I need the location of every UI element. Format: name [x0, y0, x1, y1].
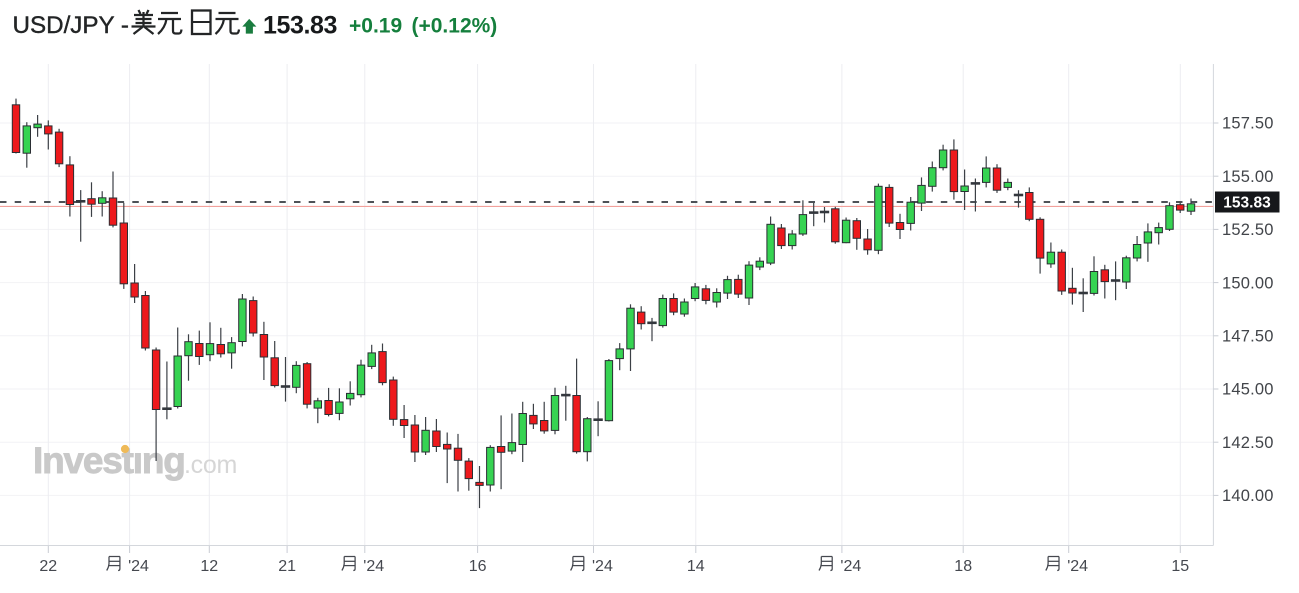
svg-text:152.50: 152.50: [1222, 221, 1274, 239]
svg-text:'24: '24: [592, 558, 613, 575]
svg-text:153.83: 153.83: [1223, 195, 1271, 212]
svg-text:153.83: 153.83: [263, 12, 337, 40]
svg-text:.com: .com: [184, 451, 237, 479]
svg-text:147.50: 147.50: [1222, 328, 1274, 346]
svg-text:12: 12: [200, 558, 218, 575]
svg-text:21: 21: [278, 558, 296, 575]
svg-text:'24: '24: [1067, 558, 1088, 575]
svg-text:157.50: 157.50: [1222, 115, 1274, 133]
svg-text:14: 14: [687, 558, 705, 575]
svg-text:(+0.12%): (+0.12%): [412, 15, 498, 38]
svg-text:USD/JPY -: USD/JPY -: [13, 12, 130, 39]
svg-text:'24: '24: [840, 558, 861, 575]
svg-text:140.00: 140.00: [1222, 487, 1274, 505]
svg-text:142.50: 142.50: [1222, 434, 1274, 452]
svg-text:150.00: 150.00: [1222, 274, 1274, 292]
svg-text:155.00: 155.00: [1222, 168, 1274, 186]
svg-text:18: 18: [954, 558, 972, 575]
svg-text:'24: '24: [363, 558, 384, 575]
svg-text:+0.19: +0.19: [349, 15, 402, 38]
svg-text:22: 22: [39, 558, 57, 575]
svg-text:'24: '24: [128, 558, 149, 575]
svg-text:145.00: 145.00: [1222, 381, 1274, 399]
svg-text:Investıng: Investıng: [33, 440, 185, 481]
svg-text:15: 15: [1171, 558, 1189, 575]
svg-text:16: 16: [469, 558, 487, 575]
